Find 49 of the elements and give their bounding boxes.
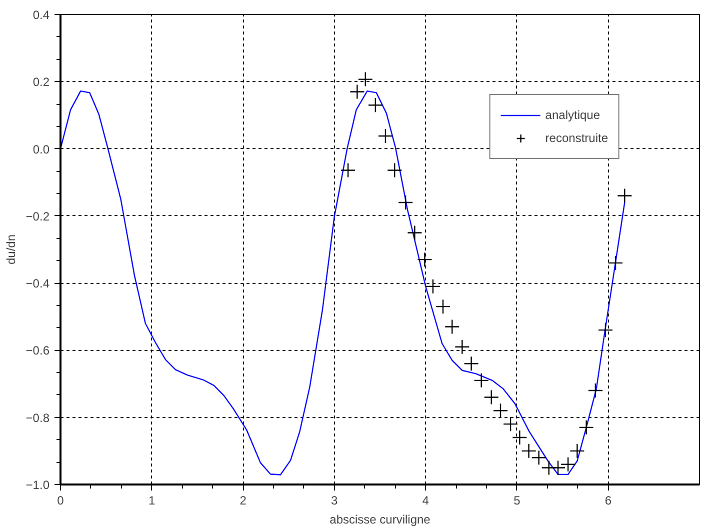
- point: [570, 443, 585, 459]
- y-tick-label: 0.4: [32, 8, 50, 22]
- y-tick-label: −0.6: [26, 344, 50, 358]
- point: [444, 319, 460, 334]
- x-tick-label: 6: [604, 494, 612, 508]
- point: [578, 420, 594, 436]
- legend-label: analytique: [545, 108, 600, 122]
- point: [358, 72, 373, 87]
- point: [387, 162, 402, 178]
- point: [378, 128, 394, 144]
- point: [340, 162, 356, 178]
- legend-label: reconstruite: [545, 131, 608, 145]
- point: [484, 390, 499, 405]
- point: [512, 430, 528, 446]
- x-tick-label: 3: [331, 494, 338, 508]
- point: [474, 372, 489, 388]
- point: [608, 255, 624, 271]
- x-tick-label: 4: [422, 494, 430, 508]
- x-axis-title: abscisse curviligne: [330, 512, 431, 526]
- point: [521, 443, 536, 459]
- point: [425, 278, 441, 294]
- x-tick-label: 0: [57, 494, 64, 508]
- x-tick-label: 5: [514, 494, 521, 508]
- point: [435, 298, 451, 314]
- point: [350, 84, 365, 100]
- point: [617, 188, 632, 204]
- point: [407, 225, 422, 240]
- point: [531, 450, 546, 466]
- y-tick-label: 0.2: [32, 75, 50, 90]
- point: [398, 194, 414, 210]
- point: [454, 339, 470, 354]
- y-tick-label: −1.0: [26, 478, 50, 492]
- y-tick-label: −0.8: [26, 410, 50, 425]
- point: [417, 252, 432, 268]
- point: [464, 356, 479, 372]
- point: [598, 322, 614, 338]
- point: [550, 460, 566, 476]
- y-tick-label: −0.2: [26, 209, 50, 224]
- y-axis-title: du/dn: [4, 234, 18, 265]
- y-tick-label: 0.0: [32, 142, 50, 156]
- point: [588, 382, 604, 398]
- point: [502, 416, 518, 432]
- line-series: [60, 90, 626, 476]
- y-tick-label: −0.4: [26, 276, 50, 291]
- x-tick-label: 2: [240, 494, 247, 508]
- x-tick-label: 1: [148, 494, 156, 508]
- point: [492, 403, 508, 418]
- point: [560, 456, 576, 472]
- point: [368, 98, 384, 113]
